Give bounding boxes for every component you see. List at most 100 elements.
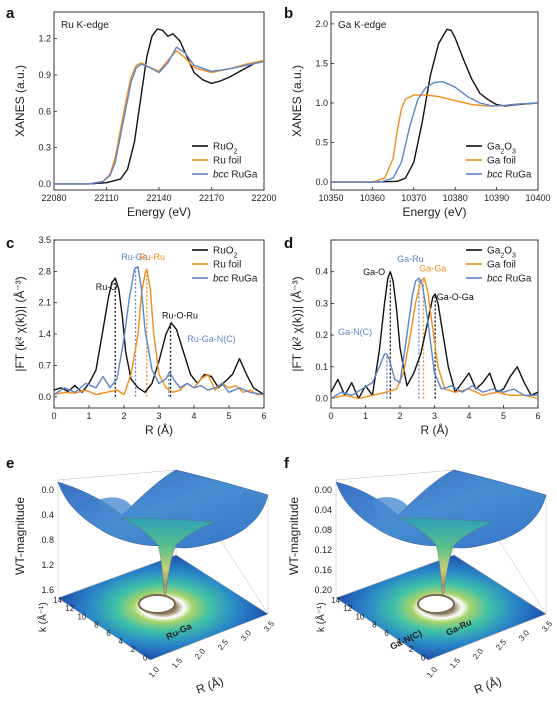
- legend-label-c-1: Ru foil: [213, 260, 241, 271]
- wt-ktick-e-7: 0: [143, 653, 148, 662]
- wt-klabel-e: k (Å⁻¹): [36, 602, 49, 632]
- ytick-label-d-2: 0.2: [315, 330, 328, 340]
- wt-rtick-f-5: 3.5: [540, 619, 554, 634]
- ytick-label-c-4: 2.8: [38, 266, 51, 276]
- ytick-label-c-1: 0.7: [38, 360, 51, 370]
- wt-zticks-e: 0.0 0.4 0.8 1.2 1.6: [41, 485, 54, 595]
- xtick-label-d-0: 0: [328, 411, 333, 421]
- legend-label-c-0: RuO2: [213, 246, 238, 260]
- legend-label-b-0: Ga2O3: [487, 142, 516, 156]
- panel-label-d: d: [284, 235, 293, 252]
- wt-ktick-f-7: 0: [421, 653, 426, 662]
- xtick-label-a-3: 22170: [199, 193, 224, 203]
- legend-label-b-2: bcc RuGa: [487, 170, 532, 181]
- wt-ztick-f-3: 0.12: [314, 545, 332, 555]
- peak-label-d-2: Ga-Ga: [419, 264, 446, 274]
- peak-label-c-1: Ru-Ga: [121, 252, 148, 262]
- chart-c: 0 1 2 3 4 5 6 0.0 0.7 1.4 2.1 2.8 3.5 R (Å) |FT (k² χ(…: [12, 235, 267, 437]
- xtick-label-c-5: 5: [226, 411, 231, 421]
- ytick-label-d-1: 0.1: [315, 362, 328, 372]
- panel-label-e: e: [6, 455, 14, 472]
- panel-label-b: b: [284, 5, 293, 22]
- series-line-c-0: [53, 277, 265, 396]
- legend-label-d-1: Ga foil: [487, 260, 516, 271]
- wt-box-f: [335, 469, 455, 599]
- peak-label-c-3: Ru-O-Ru: [162, 310, 198, 320]
- xtick-label-d-6: 6: [535, 411, 540, 421]
- xtick-label-d-4: 4: [466, 411, 471, 421]
- legend-label-d-2: bcc RuGa: [487, 274, 532, 285]
- ytick-label-b-3: 1.5: [315, 58, 328, 68]
- xtick-label-b-3: 10380: [443, 193, 468, 203]
- wt-rtick-f-4: 3.0: [517, 628, 531, 643]
- ytick-label-d-4: 0.4: [315, 267, 328, 277]
- chart-a: 22080 22110 22140 22170 22200 0.0 0.3 0.6 0.9 1.2…: [13, 11, 277, 219]
- wt-klabel-f: k (Å⁻¹): [314, 602, 327, 632]
- series-line-a-2: [54, 46, 265, 185]
- xtick-label-c-6: 6: [261, 411, 266, 421]
- peak-label-d-4: Ga-N(C): [338, 327, 372, 337]
- xtick-label-c-1: 1: [86, 411, 91, 421]
- series-line-c-2: [53, 266, 265, 396]
- wt-box-e: [57, 469, 177, 599]
- xtick-label-b-4: 10390: [484, 193, 509, 203]
- ylabel-c: |FT (k² χ(k))| (Å⁻³): [12, 276, 27, 371]
- ytick-label-a-4: 1.2: [38, 34, 51, 44]
- ytick-label-a-2: 0.6: [38, 106, 51, 116]
- wt-funnel-f: [399, 517, 494, 604]
- wt-surface-ridge-f: [372, 497, 412, 524]
- wt-ktick-f-0: 14: [331, 596, 340, 605]
- xlabel-b: Energy (eV): [402, 205, 466, 219]
- wt-ktick-f-6: 2: [409, 645, 414, 654]
- ytick-label-c-3: 2.1: [38, 298, 51, 308]
- series-line-c-1: [53, 268, 264, 396]
- wt-ztick-f-1: 0.04: [314, 505, 332, 515]
- wt-ktick-f-3: 8: [372, 621, 377, 630]
- xtick-label-d-3: 3: [432, 411, 437, 421]
- wt-rtick-e-1: 1.5: [170, 656, 184, 671]
- ylabel-b: XANES (a.u.): [290, 65, 304, 137]
- wt-rlabel-e: R (Å): [194, 673, 225, 697]
- wt-ztick-e-0: 0.0: [41, 485, 54, 495]
- wt-rticks-e: 1.0 1.5 2.0 2.5 3.0 3.5: [147, 619, 276, 680]
- wt-ztick-e-4: 1.6: [41, 585, 54, 595]
- xtick-label-a-0: 22080: [41, 193, 66, 203]
- ytick-label-c-2: 1.4: [38, 329, 51, 339]
- wt-rtick-f-1: 1.5: [448, 656, 462, 671]
- wt-ztick-f-4: 0.16: [314, 565, 332, 575]
- xtick-label-c-0: 0: [51, 411, 56, 421]
- xtick-label-d-1: 1: [363, 411, 368, 421]
- wt-zlabel-f: WT-magnitude: [287, 497, 301, 575]
- wt-ktick-e-5: 4: [119, 637, 124, 646]
- wt-zticks-f: 0.00 0.04 0.08 0.12 0.16 0.20: [314, 485, 332, 595]
- wt-rlabel-f: R (Å): [472, 673, 503, 697]
- wt-rtick-e-0: 1.0: [147, 665, 161, 680]
- ytick-label-c-0: 0.0: [38, 392, 51, 402]
- wt-panel-f: Ga-N(C) Ga-Ru 0.000.040.080.120.160.20 W…: [287, 469, 554, 697]
- legend-label-a-0: RuO2: [213, 142, 238, 156]
- chart-d: 0 1 2 3 4 5 6 0.0 0.1 0.2 0.3 0.4 R (Å) |FT (k² χ(k))…: [289, 239, 541, 437]
- peak-label-c-4: Ru-Ga-N(C): [187, 334, 236, 344]
- legend-label-a-2: bcc RuGa: [213, 170, 258, 181]
- ytick-label-b-0: 0.0: [315, 177, 328, 187]
- xtick-label-c-4: 4: [191, 411, 196, 421]
- wt-rtick-e-4: 3.0: [239, 628, 253, 643]
- wt-zlabel-e: WT-magnitude: [13, 497, 27, 575]
- ylabel-d: |FT (k² χ(k))| (Å⁻³): [289, 276, 304, 371]
- ytick-label-a-3: 0.9: [38, 70, 51, 80]
- wt-ztick-e-1: 0.4: [41, 510, 54, 520]
- wt-rtick-e-5: 3.5: [262, 619, 276, 634]
- series-line-a-0: [54, 28, 265, 185]
- wt-ktick-f-5: 4: [397, 637, 402, 646]
- legend-label-d-0: Ga2O3: [487, 246, 516, 260]
- wt-ktick-e-2: 10: [77, 612, 86, 621]
- peak-label-d-0: Ga-O: [363, 267, 385, 277]
- wt-ktick-f-1: 12: [343, 604, 352, 613]
- wt-floor-peak-e: [138, 594, 176, 614]
- panel-label-c: c: [6, 235, 14, 252]
- xtick-label-d-5: 5: [501, 411, 506, 421]
- xtick-label-d-2: 2: [397, 411, 402, 421]
- wt-ktick-e-0: 14: [53, 596, 62, 605]
- legend-label-b-1: Ga foil: [487, 156, 516, 167]
